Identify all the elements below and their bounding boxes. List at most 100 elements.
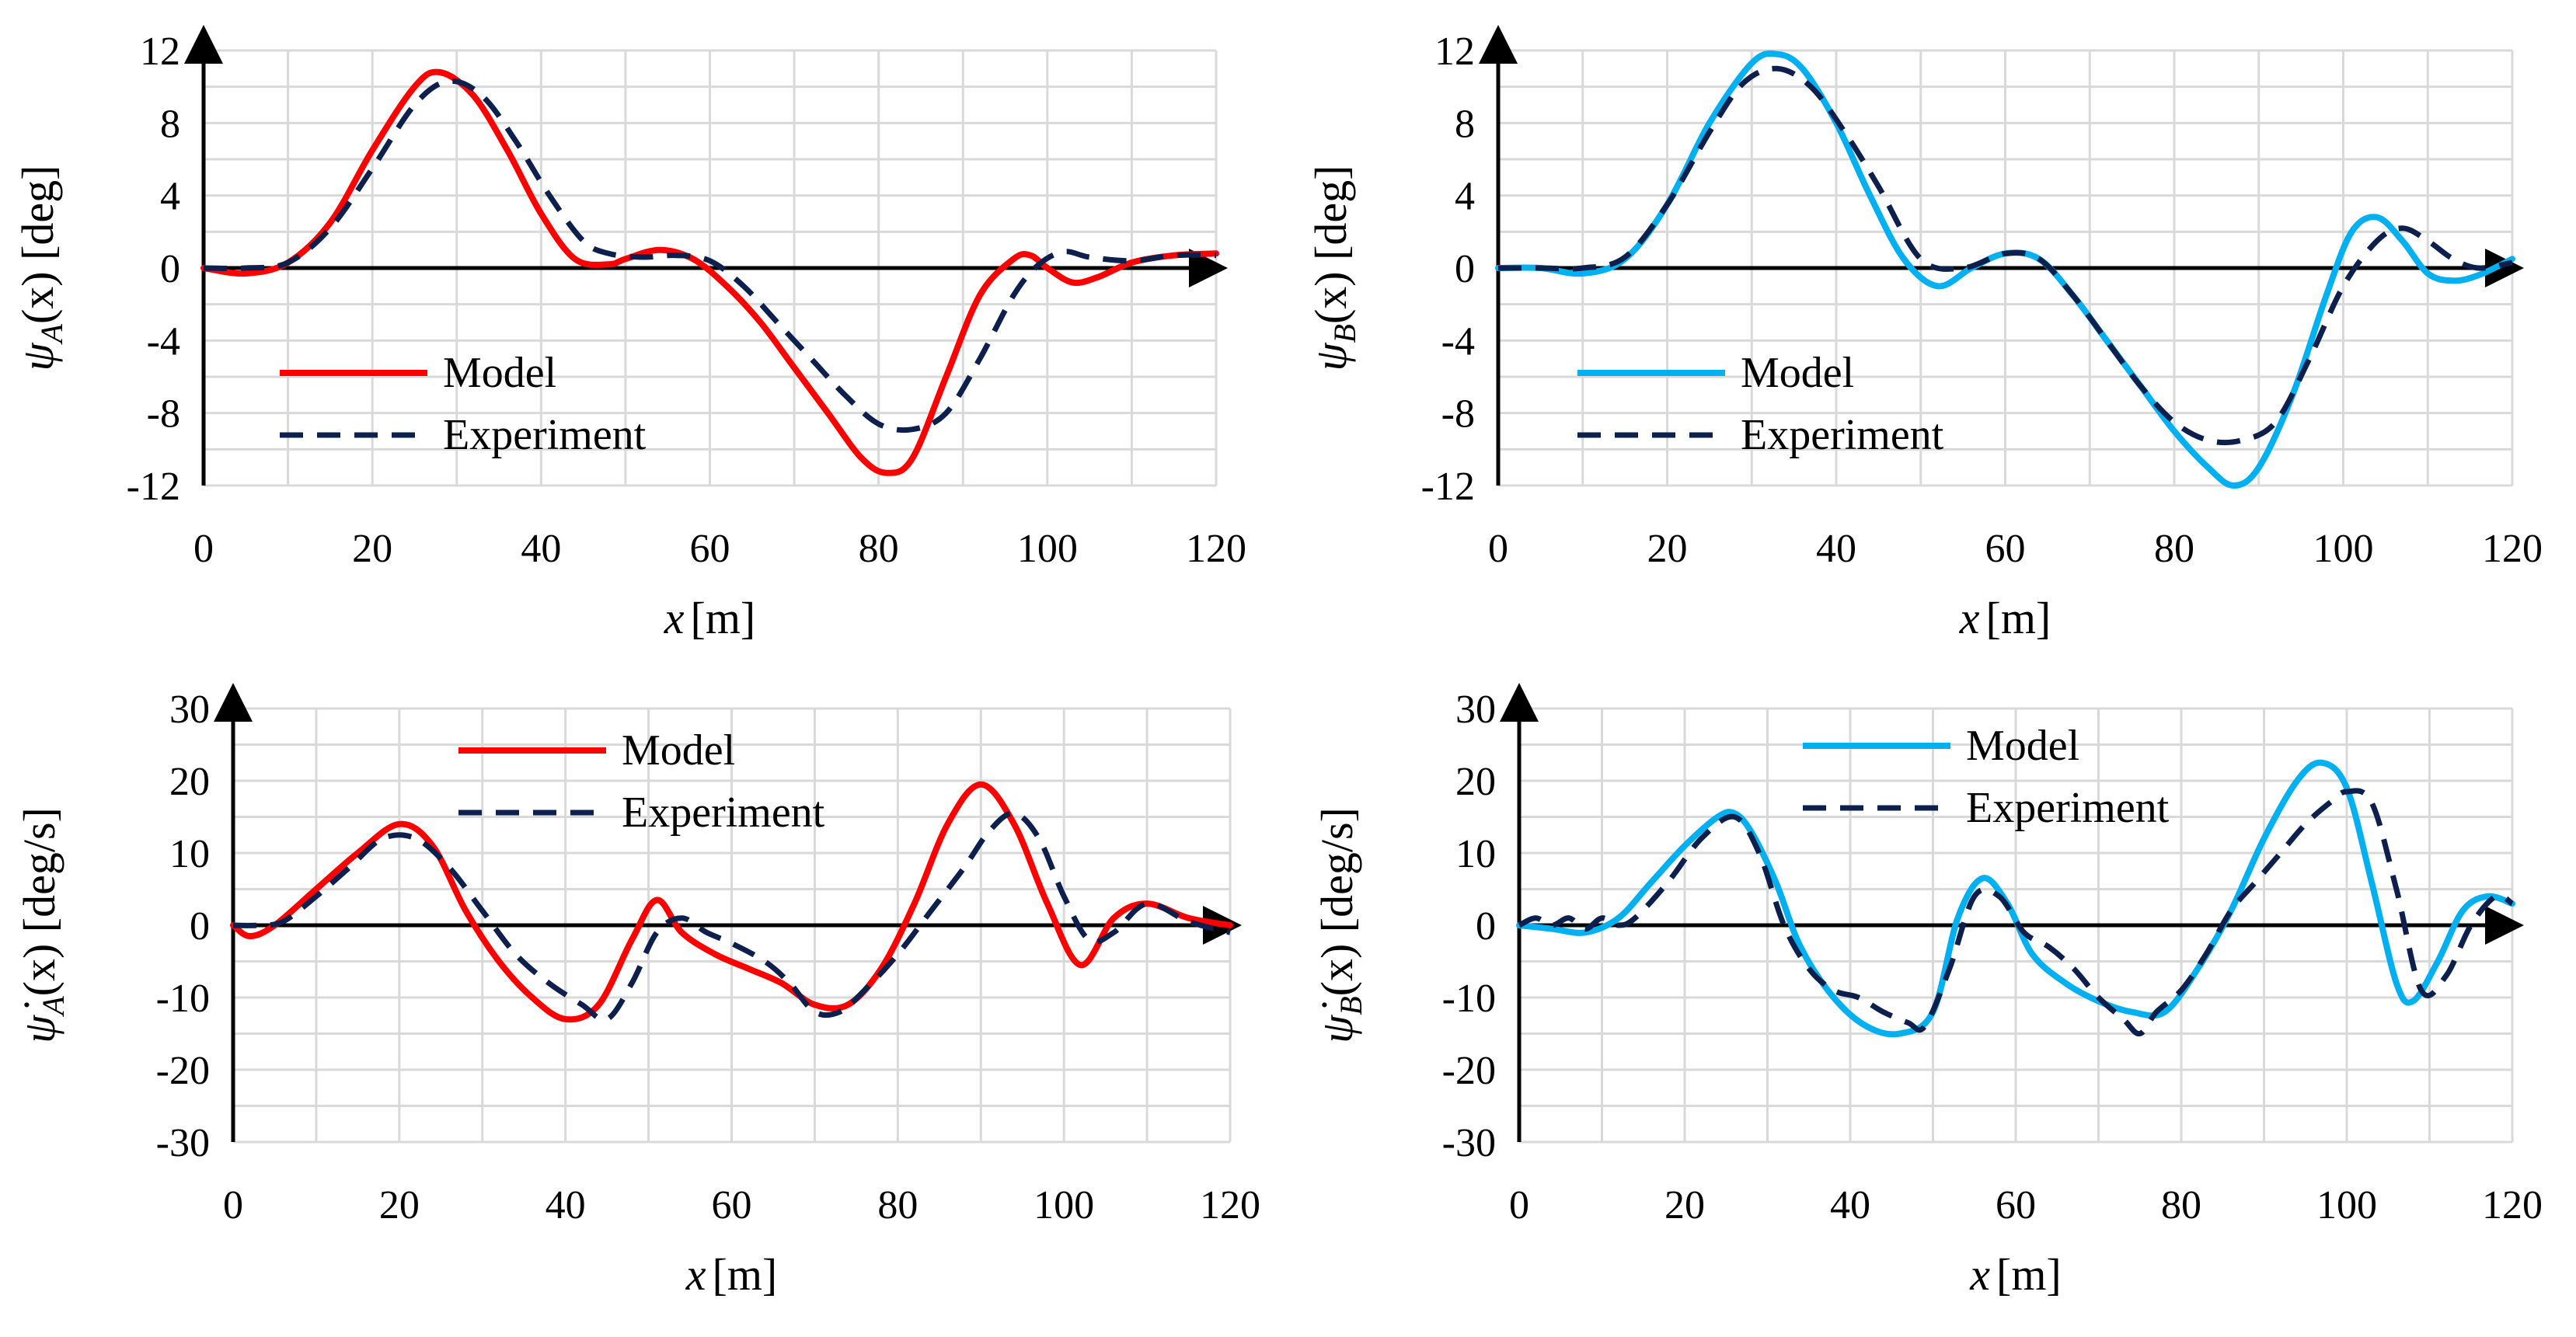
series-line-experiment xyxy=(1497,65,2513,446)
y-axis-title: ψ̇B(x) [deg/s] xyxy=(1312,807,1368,1043)
series-line-experiment xyxy=(232,810,1231,1023)
y-tick-label: 8 xyxy=(1455,102,1475,146)
x-tick-label: 20 xyxy=(1664,1183,1705,1227)
y-tick-label: 30 xyxy=(169,688,210,732)
y-tick-label: -8 xyxy=(1441,392,1475,437)
x-tick-label: 80 xyxy=(2154,527,2194,571)
y-tick-label: -20 xyxy=(156,1049,210,1093)
y-axis-symbol: ψ xyxy=(1305,342,1356,371)
x-tick-label: 0 xyxy=(1488,527,1508,571)
x-tick-label: 40 xyxy=(1830,1183,1870,1227)
x-axis-symbol: x xyxy=(664,593,685,643)
y-tick-label: -20 xyxy=(1442,1049,1496,1093)
legend: Model Experiment xyxy=(280,349,647,459)
x-tick-label: 0 xyxy=(1509,1183,1529,1227)
y-tick-label: 4 xyxy=(1455,175,1475,219)
x-tick-label: 100 xyxy=(2313,527,2374,571)
x-axis-unit: [m] xyxy=(713,1249,778,1300)
x-axis-symbol: x xyxy=(1959,593,1980,643)
x-tick-label: 0 xyxy=(223,1183,243,1227)
x-tick-label: 60 xyxy=(690,527,730,571)
x-tick-label: 40 xyxy=(521,527,561,571)
x-tick-label: 20 xyxy=(352,527,392,571)
y-tick-label: -4 xyxy=(147,319,180,364)
y-tick-label: 20 xyxy=(169,760,210,804)
y-tick-label: -10 xyxy=(1442,977,1496,1021)
x-tick-label: 20 xyxy=(1647,527,1688,571)
y-tick-label: 12 xyxy=(140,30,180,74)
y-tick-label: 12 xyxy=(1434,30,1475,74)
x-tick-label: 120 xyxy=(2482,527,2543,571)
x-tick-label: 120 xyxy=(1200,1183,1260,1227)
y-tick-label: -4 xyxy=(1441,319,1475,364)
legend-label: Model xyxy=(443,349,556,397)
y-axis-subscript: A xyxy=(36,996,71,1018)
legend: Model Experiment xyxy=(1577,349,1944,459)
y-axis-unit: (x) [deg/s] xyxy=(1312,807,1362,996)
y-tick-label: 0 xyxy=(1455,247,1475,291)
legend: Model Experiment xyxy=(458,726,825,837)
x-axis-title: x [m] xyxy=(1969,1249,2062,1300)
x-tick-label: 120 xyxy=(2482,1183,2543,1227)
legend-label: Experiment xyxy=(622,789,825,837)
y-tick-label: -12 xyxy=(127,465,180,509)
x-tick-label: 80 xyxy=(877,1183,918,1227)
y-tick-label: -30 xyxy=(156,1121,210,1165)
x-tick-label: 80 xyxy=(859,527,899,571)
x-tick-label: 40 xyxy=(1816,527,1856,571)
legend-label: Model xyxy=(1966,722,2079,770)
y-tick-label: 20 xyxy=(1455,760,1496,804)
x-axis-title: x [m] xyxy=(664,593,756,643)
x-axis-title: x [m] xyxy=(685,1249,778,1300)
y-axis-unit: (x) [deg] xyxy=(1305,165,1356,325)
x-tick-label: 100 xyxy=(1017,527,1078,571)
x-tick-label: 40 xyxy=(546,1183,586,1227)
legend-label: Model xyxy=(622,726,735,775)
legend: Model Experiment xyxy=(1803,722,2170,832)
y-tick-label: 0 xyxy=(1476,904,1496,949)
series-line-model xyxy=(230,781,1233,1023)
x-axis-symbol: x xyxy=(1969,1249,1990,1300)
y-axis-subscript: B xyxy=(1327,324,1362,343)
x-axis-title: x [m] xyxy=(1959,593,2051,643)
legend-label: Experiment xyxy=(1966,784,2170,832)
series-line-experiment xyxy=(203,78,1217,433)
y-axis-title: ψA(x) [deg] xyxy=(12,165,69,371)
x-tick-label: 20 xyxy=(379,1183,420,1227)
x-axis-symbol: x xyxy=(685,1249,706,1300)
y-axis-title: ψ̇A(x) [deg/s] xyxy=(14,807,71,1043)
y-tick-label: -30 xyxy=(1442,1121,1496,1165)
y-axis-unit: (x) [deg/s] xyxy=(14,807,64,996)
x-tick-label: 60 xyxy=(712,1183,752,1227)
y-axis-unit: (x) [deg] xyxy=(12,165,63,325)
y-tick-label: 8 xyxy=(160,102,180,146)
y-axis-title: ψB(x) [deg] xyxy=(1305,165,1362,371)
y-axis-subscript: A xyxy=(34,323,69,345)
x-tick-label: 80 xyxy=(2161,1183,2201,1227)
legend-label: Experiment xyxy=(443,411,647,459)
series-line-model xyxy=(200,68,1219,476)
y-tick-label: 30 xyxy=(1455,688,1496,732)
x-tick-label: 100 xyxy=(1034,1183,1094,1227)
x-tick-label: 60 xyxy=(1996,1183,2036,1227)
y-tick-label: -10 xyxy=(156,977,210,1021)
series-line-experiment xyxy=(1518,788,2514,1037)
y-tick-label: 10 xyxy=(1455,832,1496,876)
y-tick-label: 0 xyxy=(160,247,180,291)
x-tick-label: 60 xyxy=(1985,527,2026,571)
x-tick-label: 120 xyxy=(1186,527,1246,571)
legend-label: Experiment xyxy=(1741,411,1944,459)
y-tick-label: -8 xyxy=(147,392,180,437)
series-line-model xyxy=(1516,759,2515,1038)
x-tick-label: 0 xyxy=(193,527,214,571)
y-tick-label: 4 xyxy=(160,175,180,219)
y-tick-label: -12 xyxy=(1421,465,1475,509)
x-axis-unit: [m] xyxy=(691,593,756,643)
y-axis-subscript: B xyxy=(1333,996,1368,1015)
y-tick-label: 0 xyxy=(190,904,210,949)
